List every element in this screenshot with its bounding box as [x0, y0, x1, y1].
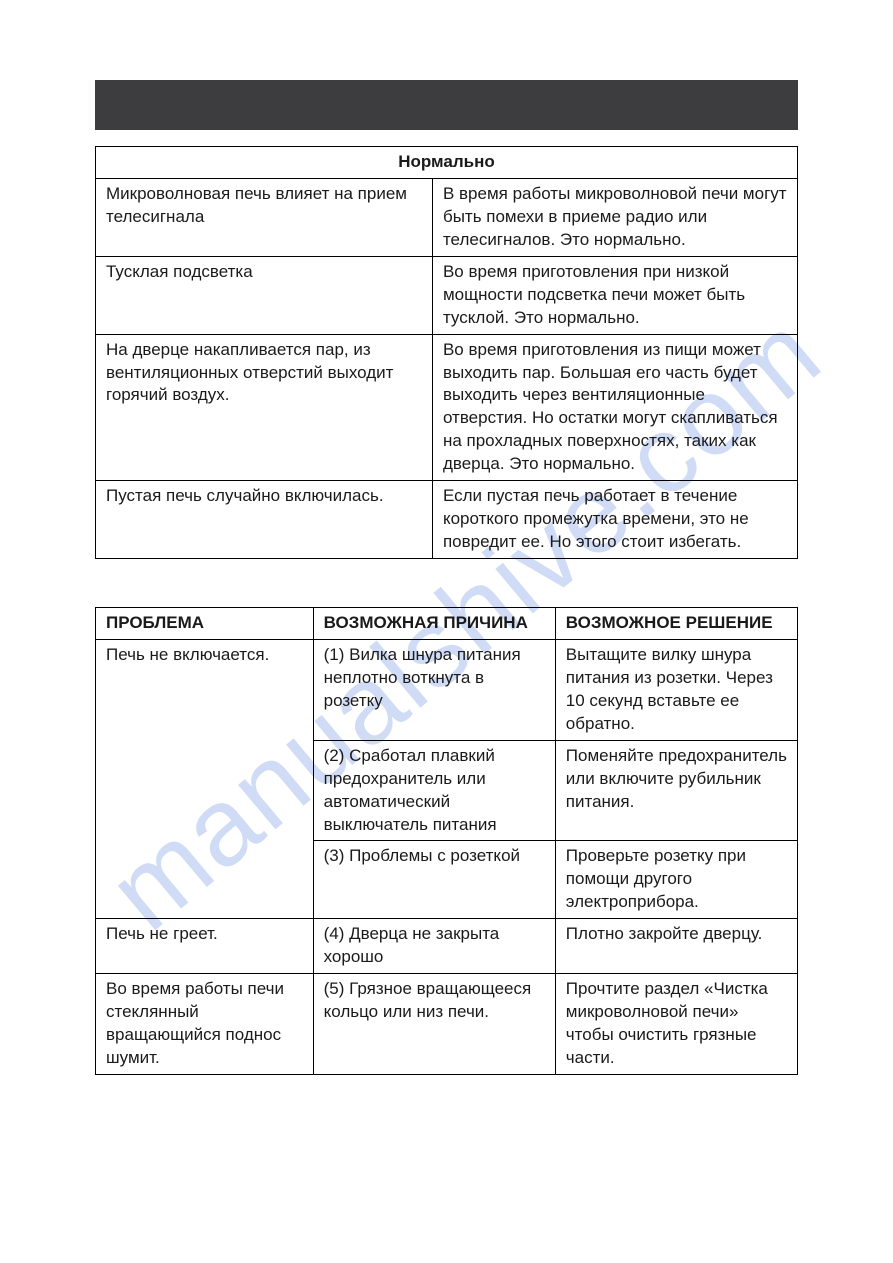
cause-cell: (5) Грязное вращающееся кольцо или низ п… [313, 974, 555, 1075]
troubleshooting-table: ПРОБЛЕМА ВОЗМОЖНАЯ ПРИЧИНА ВОЗМОЖНОЕ РЕШ… [95, 607, 798, 1075]
cause-header: ВОЗМОЖНАЯ ПРИЧИНА [313, 608, 555, 640]
condition-cell: Тусклая подсветка [96, 256, 433, 334]
explanation-cell: Если пустая печь работает в течение коро… [432, 481, 797, 559]
cause-cell: (1) Вилка шнура питания неплотно воткнут… [313, 639, 555, 740]
table-row: Печь не греет. (4) Дверца не закрыта хор… [96, 919, 798, 974]
table-row: Тусклая подсветка Во время приготовления… [96, 256, 798, 334]
explanation-cell: Во время приготовления при низкой мощнос… [432, 256, 797, 334]
table-row: Микроволновая печь влияет на прием телес… [96, 178, 798, 256]
solution-cell: Вытащите вилку шнура питания из розетки.… [555, 639, 797, 740]
table1-header: Нормально [96, 147, 798, 179]
cause-cell: (4) Дверца не закрыта хорошо [313, 919, 555, 974]
condition-cell: Микроволновая печь влияет на прием телес… [96, 178, 433, 256]
solution-cell: Поменяйте предохранитель или включите ру… [555, 740, 797, 841]
problem-cell: Печь не греет. [96, 919, 314, 974]
cause-cell: (3) Проблемы с розеткой [313, 841, 555, 919]
solution-cell: Плотно закройте дверцу. [555, 919, 797, 974]
problem-cell: Во время работы печи стеклянный вращающи… [96, 974, 314, 1075]
table-row: Пустая печь случайно включилась. Если пу… [96, 481, 798, 559]
condition-cell: Пустая печь случайно включилась. [96, 481, 433, 559]
table-row: На дверце накапливается пар, из вентиляц… [96, 334, 798, 481]
cause-cell: (2) Сработал плавкий предохранитель или … [313, 740, 555, 841]
explanation-cell: В время работы микроволновой печи могут … [432, 178, 797, 256]
table-row: Печь не включается. (1) Вилка шнура пита… [96, 639, 798, 740]
solution-header: ВОЗМОЖНОЕ РЕШЕНИЕ [555, 608, 797, 640]
explanation-cell: Во время приготовления из пищи может вых… [432, 334, 797, 481]
table-row: Во время работы печи стеклянный вращающи… [96, 974, 798, 1075]
header-bar [95, 80, 798, 130]
condition-cell: На дверце накапливается пар, из вентиляц… [96, 334, 433, 481]
problem-header: ПРОБЛЕМА [96, 608, 314, 640]
solution-cell: Проверьте розетку при помощи другого эле… [555, 841, 797, 919]
solution-cell: Прочтите раздел «Чистка микроволновой пе… [555, 974, 797, 1075]
problem-cell: Печь не включается. [96, 639, 314, 918]
normal-conditions-table: Нормально Микроволновая печь влияет на п… [95, 146, 798, 559]
